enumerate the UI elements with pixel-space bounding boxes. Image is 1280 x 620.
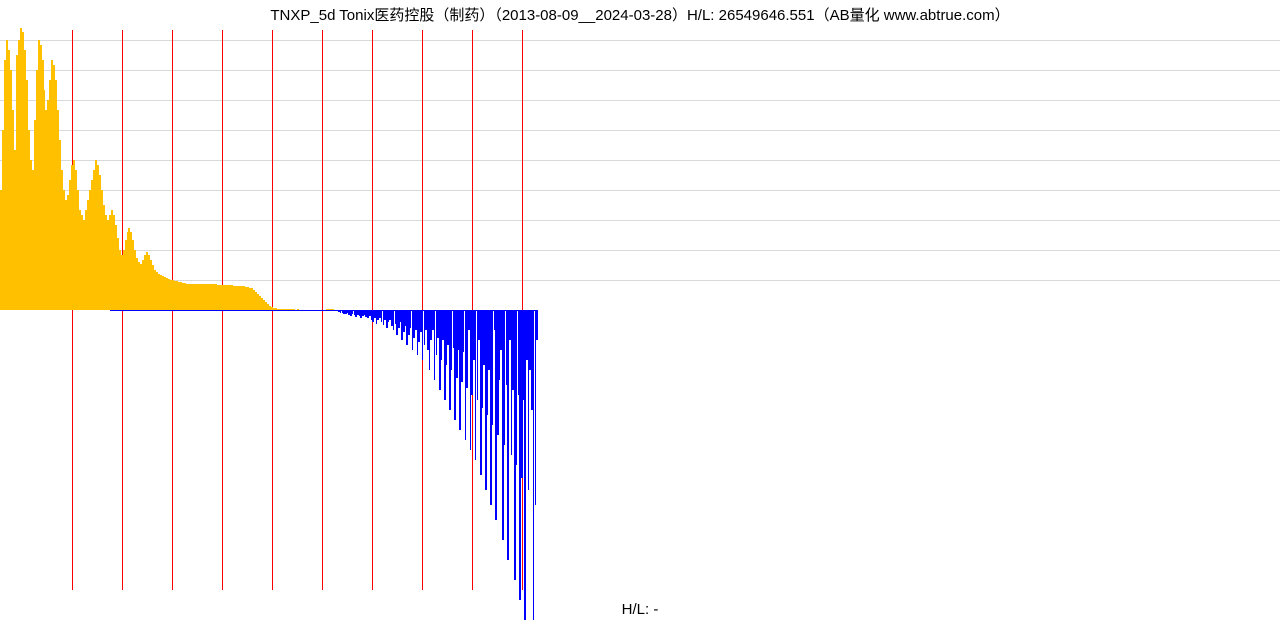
down-bars — [0, 310, 1280, 590]
chart-footer: H/L: - — [0, 601, 1280, 618]
chart-area — [0, 28, 1280, 590]
chart-title: TNXP_5d Tonix医药控股（制药）（2013-08-09__2024-0… — [0, 4, 1280, 25]
chart-container: TNXP_5d Tonix医药控股（制药）（2013-08-09__2024-0… — [0, 0, 1280, 620]
up-bars — [0, 28, 1280, 310]
